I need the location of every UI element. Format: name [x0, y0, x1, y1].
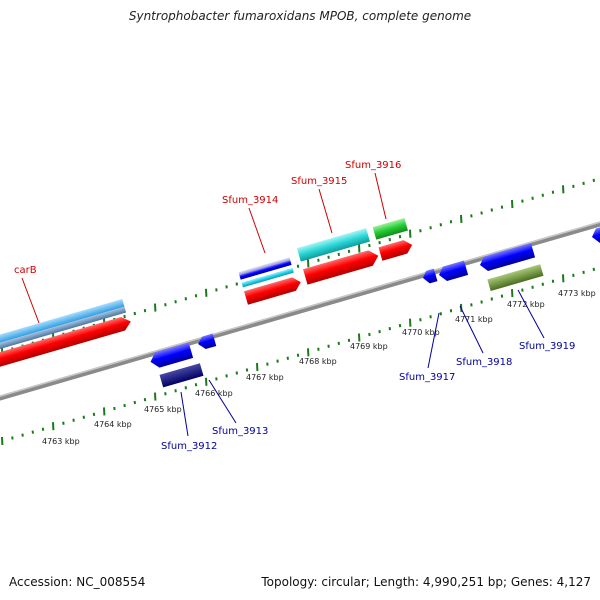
carB-domain-light: [0, 299, 125, 348]
sfum-3916-domain-1: [372, 217, 408, 240]
reverse-features: [148, 224, 600, 389]
tick-label: 4764 kbp: [94, 420, 132, 429]
gene-partial-right-group: [592, 224, 600, 263]
gene-Sfum-3917-group[interactable]: [421, 268, 438, 285]
partial-blue-arrow: [592, 224, 600, 244]
backbone-group: [0, 206, 600, 412]
gene-label-sfum-3917[interactable]: Sfum_3917: [399, 372, 455, 383]
tick-label: 4769 kbp: [350, 342, 388, 351]
gene-label-sfum-3916[interactable]: Sfum_3916: [345, 160, 401, 171]
sfum-3914-callout-line: [248, 207, 266, 254]
gene-label-sfum-3919[interactable]: Sfum_3919: [519, 341, 575, 352]
sfum-3917-callout-line: [427, 312, 440, 369]
sfum-3918-callout-line: [459, 305, 484, 354]
gene-carB-group[interactable]: [0, 298, 133, 371]
tick-label: 4766 kbp: [195, 389, 233, 398]
gene-Sfum-3913-group[interactable]: [196, 333, 217, 351]
forward-features: [0, 217, 414, 371]
sfum-3915-callout-line: [318, 188, 333, 234]
sfum-3912-domain: [159, 363, 204, 388]
callout-lines: [21, 172, 545, 437]
sfum-3914-domain-2: [239, 260, 292, 280]
tick-label: 4765 kbp: [144, 405, 182, 414]
sfum-3915-arrow[interactable]: [303, 248, 380, 285]
carB-callout-line: [21, 277, 40, 324]
sfum-3919-domain: [487, 264, 544, 292]
gene-label-sfum-3912[interactable]: Sfum_3912: [161, 441, 217, 452]
sfum-3913-arrow[interactable]: [196, 333, 217, 351]
sfum-3914-domain-1: [238, 257, 291, 275]
sfum-3917-arrow[interactable]: [421, 268, 438, 285]
gene-label-carB[interactable]: carB: [14, 265, 37, 276]
tick-label: 4767 kbp: [246, 373, 284, 382]
tick-label: 4771 kbp: [455, 315, 493, 324]
gene-Sfum-3914-group[interactable]: [238, 256, 302, 305]
gene-label-sfum-3915[interactable]: Sfum_3915: [291, 176, 347, 187]
sfum-3919-callout-line: [517, 289, 545, 339]
gene-Sfum-3912-group[interactable]: [148, 341, 204, 389]
tick-label: 4763 kbp: [42, 437, 80, 446]
sfum-3918-arrow[interactable]: [437, 260, 469, 282]
sfum-3914-domain-3: [240, 264, 293, 283]
sfum-3914-domain-4: [241, 267, 294, 288]
sfum-3915-domain-1: [296, 228, 370, 262]
gene-label-sfum-3918[interactable]: Sfum_3918: [456, 357, 512, 368]
gene-label-sfum-3914[interactable]: Sfum_3914: [222, 195, 278, 206]
tick-label: 4768 kbp: [299, 357, 337, 366]
sfum-3914-arrow[interactable]: [244, 275, 303, 305]
gene-Sfum-3918-group[interactable]: [437, 260, 469, 282]
gene-Sfum-3916-group[interactable]: [372, 217, 414, 261]
sfum-3913-callout-line: [208, 379, 237, 424]
sfum-3912-callout-line: [180, 391, 189, 437]
gene-Sfum-3919-group[interactable]: [478, 242, 544, 292]
sfum-3916-callout-line: [374, 172, 387, 220]
gene-Sfum-3915-group[interactable]: [296, 227, 381, 285]
tick-label: 4770 kbp: [402, 328, 440, 337]
map-title: Syntrophobacter fumaroxidans MPOB, compl…: [128, 9, 472, 23]
genome-stats-text: Topology: circular; Length: 4,990,251 bp…: [261, 575, 591, 589]
carB-arrow[interactable]: [0, 315, 133, 371]
tick-label: 4773 kbp: [558, 289, 596, 298]
sfum-3916-arrow[interactable]: [378, 238, 414, 261]
sfum-3912-arrow[interactable]: [148, 342, 194, 370]
reverse-tick-ring: [1, 267, 595, 446]
sfum-3919-arrow[interactable]: [478, 242, 536, 273]
gene-label-sfum-3913[interactable]: Sfum_3913: [212, 426, 268, 437]
accession-text: Accession: NC_008554: [9, 575, 146, 589]
carB-domain-dark: [0, 306, 127, 354]
